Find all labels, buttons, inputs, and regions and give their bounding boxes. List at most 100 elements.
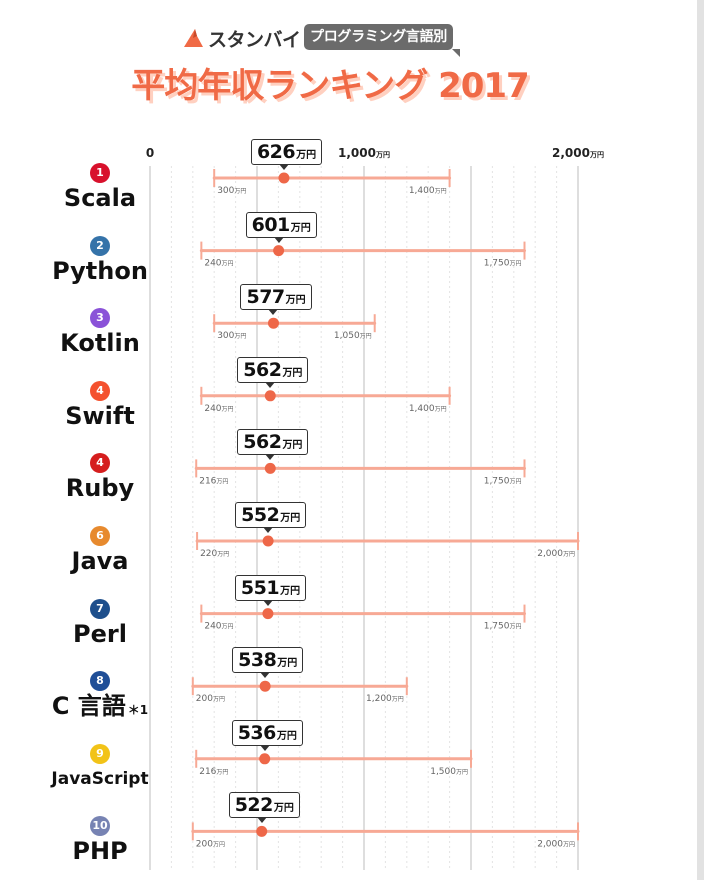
standby-logo-icon [184,29,203,47]
range-unit: 万円 [435,406,447,413]
range-unit: 万円 [360,333,372,340]
average-unit: 万円 [273,803,294,815]
range-unit: 万円 [213,841,225,848]
range-unit: 万円 [234,188,246,195]
rank-entry: 6 Java [40,524,160,576]
average-label-pointer [262,599,273,606]
rank-badge: 9 [90,743,110,764]
average-value: 538 [238,649,277,672]
average-unit: 万円 [290,222,311,234]
rank-badge: 8 [90,671,110,692]
min-label: 200万円 [196,694,225,704]
average-value: 562 [243,431,282,454]
range-unit: 万円 [213,696,225,703]
average-label-pointer [256,817,267,824]
average-label-pointer [268,309,279,316]
language-name: Kotlin [60,329,140,358]
language-name: PHP [72,837,128,866]
language-name: Ruby [65,474,135,503]
average-unit: 万円 [277,658,298,670]
language-name: Python [52,256,148,285]
brand-logo: スタンバイ [182,26,301,51]
average-label-pointer [265,381,276,388]
rank-badge: 4 [90,380,110,401]
brand-name: スタンバイ [208,28,301,51]
rank-badge: 1 [90,163,110,183]
page-title: 平均年収ランキング 2017 [131,66,529,106]
max-label: 1,400万円 [409,186,447,196]
language-name: Java [71,547,129,575]
language-name: JavaScript [51,768,149,789]
min-label: 200万円 [196,839,225,849]
average-label-pointer [263,527,274,533]
max-label: 1,050万円 [334,331,372,341]
average-value: 522 [234,794,274,817]
average-label-pointer [278,164,289,170]
average-dot [259,680,271,692]
max-label: 1,750万円 [484,259,522,269]
category-tag: プログラミング言語別 [304,24,453,50]
average-value: 626 [256,141,296,163]
average-label-pointer [273,236,284,243]
average-value: 552 [241,504,280,526]
page-right-edge [697,0,704,880]
average-unit: 万円 [280,513,301,524]
average-unit: 万円 [296,150,317,161]
rank-entry: 7 Perl [40,597,160,649]
range-unit: 万円 [509,624,521,631]
average-label-pointer [265,454,276,461]
min-label: 216万円 [199,476,228,486]
range-unit: 万円 [563,841,575,848]
average-label-pointer [260,672,271,679]
range-unit: 万円 [509,261,521,268]
average-value: 551 [240,576,280,599]
rank-entry: 3 Kotlin [40,306,160,358]
range-unit: 万円 [456,769,468,776]
average-value: 601 [251,213,291,236]
rank-badge: 7 [90,598,110,619]
average-value-label: 562万円 [237,356,309,383]
max-label: 1,500万円 [430,767,468,777]
rank-badge: 4 [90,453,110,474]
average-dot [256,825,268,837]
x-tick-label: 0 [146,146,154,160]
average-label-pointer [259,744,270,751]
range-unit: 万円 [222,624,234,631]
x-tick-label: 1,000万円 [338,146,390,160]
range-unit: 万円 [222,261,234,268]
rank-entry: 4 Swift [40,379,160,431]
rank-entry: 10 PHP [40,814,160,866]
average-value-label: 626万円 [250,139,323,165]
max-label: 2,000万円 [537,549,575,559]
average-unit: 万円 [282,367,303,379]
range-unit: 万円 [435,188,447,195]
average-unit: 万円 [285,295,306,307]
average-value-label: 601万円 [245,211,317,238]
range-unit: 万円 [509,478,521,485]
x-tick-unit: 万円 [589,151,604,159]
rank-entry: 2 Python [40,234,160,286]
average-dot [273,245,285,257]
range-unit: 万円 [392,696,404,703]
max-label: 1,200万円 [366,694,404,704]
language-name: Swift [65,401,135,430]
average-dot [259,753,271,765]
range-unit: 万円 [216,769,228,776]
language-name: C 言語 ＊1 [51,692,149,721]
range-unit: 万円 [563,551,575,558]
rank-badge: 2 [90,235,110,256]
average-unit: 万円 [276,730,297,742]
average-value-label: 551万円 [234,574,307,601]
average-dot [264,390,276,402]
range-unit: 万円 [222,406,234,413]
min-label: 240万円 [204,404,233,414]
rank-entry: 1 Scala [40,161,160,213]
average-value-label: 577万円 [240,284,312,311]
range-unit: 万円 [234,333,246,340]
language-name: Scala [63,184,137,212]
max-label: 1,750万円 [484,476,522,486]
average-value: 562 [243,358,282,381]
max-label: 1,400万円 [409,404,447,414]
min-label: 220万円 [200,549,229,559]
